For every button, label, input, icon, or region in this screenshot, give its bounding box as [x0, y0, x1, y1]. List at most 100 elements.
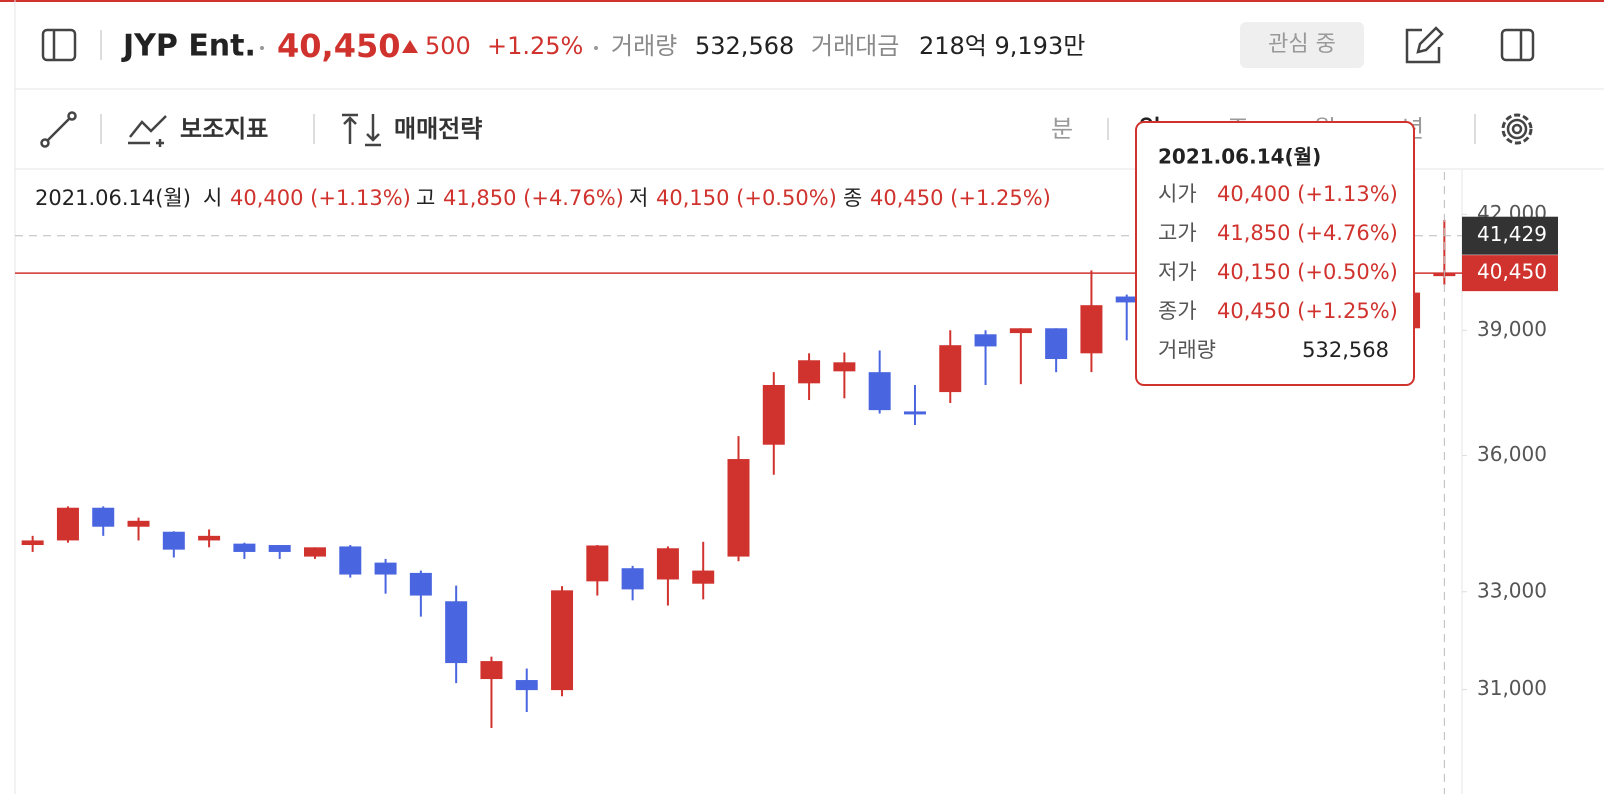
info-label: 시 [203, 186, 222, 210]
candle-body [515, 680, 538, 691]
info-label: 고 [416, 186, 435, 210]
watch-button[interactable]: 관심 중 [1240, 22, 1364, 68]
icon [1506, 118, 1528, 140]
icon [41, 28, 77, 62]
icon [40, 138, 50, 148]
tooltip-value: 41,850 (+4.76%) [1217, 221, 1398, 245]
candle-body [480, 661, 503, 680]
tooltip-value: 532,568 [1302, 338, 1389, 362]
period-tab[interactable]: 분 [1051, 115, 1073, 143]
top-border [0, 0, 1604, 2]
candle-body [127, 520, 150, 527]
tooltip-label: 종가 [1158, 299, 1197, 323]
info-date: 2021.06.14(월) [35, 186, 191, 210]
amount: 218억 9,193만 [919, 32, 1085, 60]
strategy-button[interactable]: 매매전략 [342, 113, 482, 147]
candle-body [868, 372, 891, 411]
candle-body [762, 385, 785, 445]
candle-body [339, 546, 362, 575]
volume-label: 거래량 [611, 32, 677, 60]
dot [260, 46, 264, 50]
candle-body [692, 570, 715, 584]
tooltip-label: 저가 [1158, 260, 1197, 284]
tooltip-value: 40,450 (+1.25%) [1217, 299, 1398, 323]
icon [1511, 123, 1523, 135]
icon [44, 115, 73, 144]
draw-tool[interactable] [40, 111, 77, 148]
icon [1405, 28, 1441, 64]
candle-body [198, 535, 221, 541]
candle-body [1080, 305, 1103, 354]
candle-body [656, 548, 679, 580]
info-value: 41,850 (+4.76%) [443, 186, 624, 210]
y-tick-label: 39,000 [1477, 317, 1547, 341]
volume: 532,568 [695, 32, 794, 60]
candle-body [833, 362, 856, 372]
price: 40,450 [277, 27, 400, 65]
candle-body [621, 568, 644, 590]
info-value: 40,150 (+0.50%) [656, 186, 837, 210]
candle-body [939, 345, 962, 393]
strategy-label: 매매전략 [394, 115, 482, 143]
tooltip-value: 40,400 (+1.13%) [1217, 182, 1398, 206]
up-arrow [402, 40, 418, 53]
candle-body [374, 562, 397, 575]
info-label: 종 [843, 186, 862, 210]
indicators-button[interactable]: 보조지표 [128, 115, 268, 147]
button-bg [1240, 22, 1364, 68]
candle-body [727, 459, 750, 557]
panel-toggle[interactable] [1500, 28, 1535, 62]
tooltip: 2021.06.14(월) 시가 40,400 (+1.13%) 고가 41,8… [1135, 121, 1415, 386]
amount-label: 거래대금 [811, 32, 899, 60]
candle-body [1009, 328, 1032, 334]
tooltip-value: 40,150 (+0.50%) [1217, 260, 1398, 284]
candle-body [409, 572, 432, 596]
crosshair-box [1462, 216, 1558, 255]
candle-body [798, 360, 821, 384]
stock-name: JYP Ent. [121, 29, 256, 64]
y-tick-label: 33,000 [1477, 578, 1547, 602]
icon [1500, 28, 1535, 62]
candle-body [1115, 296, 1138, 303]
y-tick-label: 36,000 [1477, 442, 1547, 466]
settings-button[interactable] [1501, 113, 1533, 145]
info-value: 40,450 (+1.25%) [870, 186, 1051, 210]
axis-overlay: 41,429 40,450 [1462, 216, 1558, 292]
icon [129, 115, 167, 138]
icon [128, 139, 164, 147]
y-tick-label: 31,000 [1477, 676, 1547, 700]
change: 500 [425, 32, 471, 60]
indicators-label: 보조지표 [180, 115, 268, 143]
current-price-label: 40,450 [1477, 260, 1547, 284]
info-value: 40,400 (+1.13%) [230, 186, 411, 210]
candle-body [92, 507, 115, 527]
button-label: 관심 중 [1268, 32, 1336, 57]
edit-button[interactable] [1405, 26, 1444, 64]
dot [594, 46, 598, 50]
crosshair-label: 41,429 [1477, 222, 1547, 246]
icon [342, 113, 358, 144]
tooltip-date: 2021.06.14(월) [1158, 145, 1321, 169]
candle-body [551, 590, 574, 691]
tooltip-label: 시가 [1158, 182, 1197, 206]
icon [67, 111, 77, 121]
candle-body [56, 507, 79, 541]
candle-body [586, 545, 609, 582]
sidebar-toggle[interactable] [41, 28, 77, 62]
icon [365, 114, 381, 147]
candle-body [303, 547, 326, 557]
info-label: 저 [629, 186, 648, 210]
candle-body [268, 545, 291, 552]
tooltip-label: 거래량 [1158, 338, 1216, 362]
candle-body [974, 334, 997, 347]
candle-body [233, 543, 256, 552]
current-price-box [1462, 255, 1558, 292]
icon [1501, 113, 1533, 145]
candle-body [21, 540, 44, 546]
info-line: 2021.06.14(월) 시 40,400 (+1.13%) 고 41,850… [35, 186, 1051, 210]
candle-body [903, 411, 926, 415]
tooltip-box [1135, 121, 1415, 386]
candle-body [1045, 328, 1068, 360]
